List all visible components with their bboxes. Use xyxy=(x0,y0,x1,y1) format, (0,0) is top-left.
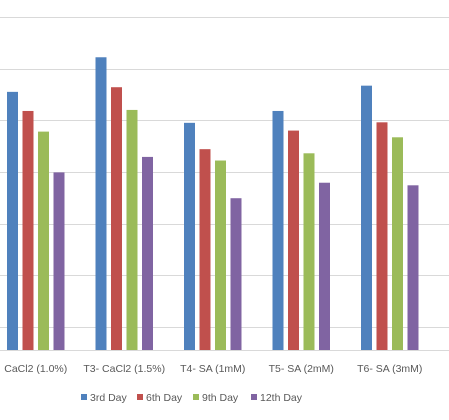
bar xyxy=(53,172,65,350)
bar xyxy=(142,156,153,350)
bar xyxy=(288,130,299,350)
legend-swatch xyxy=(251,394,257,400)
legend-label: 9th Day xyxy=(202,392,239,404)
bar xyxy=(111,87,122,350)
legend-swatch xyxy=(81,394,87,400)
bar xyxy=(199,149,211,350)
bar xyxy=(22,110,34,350)
legend: 3rd Day 6th Day 9th Day 12th Day xyxy=(81,392,303,404)
x-tick-label: T3- CaCl2 (1.5%) xyxy=(83,363,165,375)
x-tick-labels: CaCl2 (1.0%) T3- CaCl2 (1.5%) T4- SA (1mM)… xyxy=(4,363,422,375)
legend-label: 6th Day xyxy=(146,392,183,404)
bar xyxy=(230,198,242,350)
legend-label: 12th Day xyxy=(260,392,303,404)
x-tick-label: CaCl2 (1.0%) xyxy=(4,363,67,375)
legend-swatch xyxy=(193,394,199,400)
bar xyxy=(95,57,107,350)
bar xyxy=(272,110,284,350)
bar xyxy=(38,131,49,350)
bar xyxy=(126,109,138,350)
bar xyxy=(392,137,403,350)
legend-swatch xyxy=(137,394,143,400)
bar xyxy=(361,85,372,351)
bar xyxy=(184,122,195,350)
bar xyxy=(303,153,315,350)
bar xyxy=(215,160,226,350)
x-tick-label: T6- SA (3mM) xyxy=(357,363,422,375)
x-tick-label: T4- SA (1mM) xyxy=(180,363,245,375)
bar xyxy=(376,122,388,351)
bar xyxy=(319,182,330,350)
x-tick-label: T5- SA (2mM) xyxy=(269,363,334,375)
bars xyxy=(7,57,419,351)
bar xyxy=(7,91,18,350)
bar xyxy=(407,185,419,350)
legend-label: 3rd Day xyxy=(90,392,128,404)
